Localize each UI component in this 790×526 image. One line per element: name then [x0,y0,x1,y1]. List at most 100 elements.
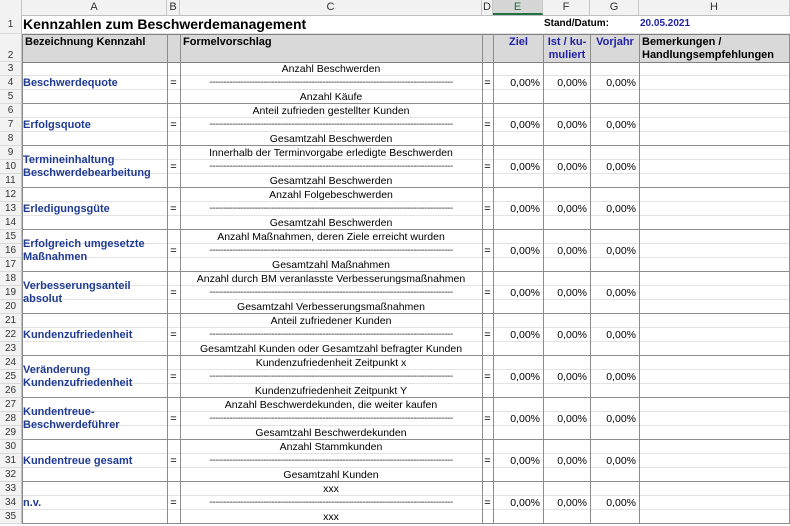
formula-denominator[interactable]: xxx [323,511,339,523]
equals-sign[interactable]: = [484,413,491,425]
header-ist[interactable]: Ist / ku- muliert [543,34,591,63]
value-ziel[interactable]: 0,00% [510,77,540,89]
equals-sign[interactable]: = [484,287,491,299]
row-header-12[interactable]: 12 [0,188,22,202]
row-header-21[interactable]: 21 [0,314,22,328]
column-header-f[interactable]: F [543,0,590,15]
formula-fraction-line[interactable]: ----------------------------------------… [209,161,453,172]
row-header-27[interactable]: 27 [0,398,22,412]
formula-denominator[interactable]: Gesamtzahl Kunden oder Gesamtzahl befrag… [199,343,463,355]
remarks-cell[interactable] [639,146,790,188]
value-ziel[interactable]: 0,00% [510,119,540,131]
value-vorjahr[interactable]: 0,00% [606,119,636,131]
row-header-3[interactable]: 3 [0,62,22,76]
remarks-cell[interactable] [639,440,790,482]
row-header-17[interactable]: 17 [0,258,22,272]
stand-value[interactable]: 20.05.2021 [640,18,691,29]
row-header-23[interactable]: 23 [0,342,22,356]
value-ist[interactable]: 0,00% [557,119,587,131]
formula-denominator[interactable]: Gesamtzahl Beschwerden [269,133,393,145]
remarks-cell[interactable] [639,272,790,314]
equals-sign[interactable]: = [484,77,491,89]
value-vorjahr[interactable]: 0,00% [606,455,636,467]
equals-sign[interactable]: = [170,371,177,383]
equals-sign[interactable]: = [170,245,177,257]
header-b-empty[interactable] [167,34,181,63]
row-header-28[interactable]: 28 [0,412,22,426]
remarks-cell[interactable] [639,314,790,356]
row-header-6[interactable]: 6 [0,104,22,118]
formula-denominator[interactable]: Gesamtzahl Beschwerden [269,175,393,187]
column-header-b[interactable]: B [167,0,180,15]
value-ziel[interactable]: 0,00% [510,203,540,215]
kennzahl-name[interactable]: Kundentreue gesamt [23,454,133,467]
kennzahl-name[interactable]: Kundentreue-Beschwerdeführer [23,406,120,431]
column-header-c[interactable]: C [180,0,482,15]
remarks-cell[interactable] [639,188,790,230]
value-ist[interactable]: 0,00% [557,203,587,215]
remarks-cell[interactable] [639,356,790,398]
formula-fraction-line[interactable]: ----------------------------------------… [209,497,453,508]
formula-denominator[interactable]: Gesamtzahl Beschwerdekunden [255,427,407,439]
column-header-g[interactable]: G [590,0,639,15]
equals-sign[interactable]: = [484,245,491,257]
value-vorjahr[interactable]: 0,00% [606,371,636,383]
header-formel[interactable]: Formelvorschlag [180,34,483,63]
formula-denominator[interactable]: Gesamtzahl Maßnahmen [272,259,390,271]
kennzahl-name[interactable]: Erledigungsgüte [23,202,110,215]
row-header-2[interactable]: 2 [0,34,22,62]
value-vorjahr[interactable]: 0,00% [606,245,636,257]
kennzahl-name[interactable]: Verbesserungsanteil absolut [23,280,131,305]
row-header-26[interactable]: 26 [0,384,22,398]
sheet-title[interactable]: Kennzahlen zum Beschwerdemanagement [23,16,307,32]
formula-numerator[interactable]: Anzahl Stammkunden [279,441,383,453]
equals-sign[interactable]: = [170,287,177,299]
formula-fraction-line[interactable]: ----------------------------------------… [209,371,453,382]
formula-fraction-line[interactable]: ----------------------------------------… [209,245,453,256]
value-vorjahr[interactable]: 0,00% [606,203,636,215]
equals-sign[interactable]: = [170,203,177,215]
header-bezeichnung[interactable]: Bezeichnung Kennzahl [22,34,168,63]
row-header-8[interactable]: 8 [0,132,22,146]
value-vorjahr[interactable]: 0,00% [606,287,636,299]
remarks-cell[interactable] [639,398,790,440]
formula-fraction-line[interactable]: ----------------------------------------… [209,455,453,466]
select-all-corner[interactable] [0,0,22,15]
formula-numerator[interactable]: Anzahl durch BM veranlasste Verbesserung… [196,273,466,285]
value-ziel[interactable]: 0,00% [510,245,540,257]
value-ziel[interactable]: 0,00% [510,413,540,425]
equals-sign[interactable]: = [484,329,491,341]
equals-sign[interactable]: = [484,371,491,383]
value-ist[interactable]: 0,00% [557,245,587,257]
kennzahl-name[interactable]: n.v. [23,496,42,509]
row-header-24[interactable]: 24 [0,356,22,370]
value-vorjahr[interactable]: 0,00% [606,161,636,173]
row-header-35[interactable]: 35 [0,510,22,524]
remarks-cell[interactable] [639,62,790,104]
equals-sign[interactable]: = [484,497,491,509]
formula-fraction-line[interactable]: ----------------------------------------… [209,329,453,340]
row-header-7[interactable]: 7 [0,118,22,132]
formula-denominator[interactable]: Gesamtzahl Beschwerden [269,217,393,229]
row-header-32[interactable]: 32 [0,468,22,482]
header-bemerkungen[interactable]: Bemerkungen / Handlungsempfehlungen [639,34,790,63]
formula-numerator[interactable]: Anzahl Beschwerden [281,63,381,75]
kennzahl-name[interactable]: Erfolgreich umgesetzte Maßnahmen [23,238,145,263]
value-ist[interactable]: 0,00% [557,77,587,89]
equals-sign[interactable]: = [170,77,177,89]
kennzahl-name[interactable]: Beschwerdequote [23,76,118,89]
row-header-9[interactable]: 9 [0,146,22,160]
row-header-16[interactable]: 16 [0,244,22,258]
remarks-cell[interactable] [639,482,790,524]
value-ziel[interactable]: 0,00% [510,455,540,467]
row-header-13[interactable]: 13 [0,202,22,216]
stand-label[interactable]: Stand/Datum: [544,18,609,29]
equals-sign[interactable]: = [170,119,177,131]
kennzahl-name[interactable]: Veränderung Kundenzufriedenheit [23,364,133,389]
value-vorjahr[interactable]: 0,00% [606,497,636,509]
value-vorjahr[interactable]: 0,00% [606,77,636,89]
formula-numerator[interactable]: xxx [323,483,339,495]
row-header-15[interactable]: 15 [0,230,22,244]
equals-sign[interactable]: = [170,329,177,341]
value-ist[interactable]: 0,00% [557,287,587,299]
